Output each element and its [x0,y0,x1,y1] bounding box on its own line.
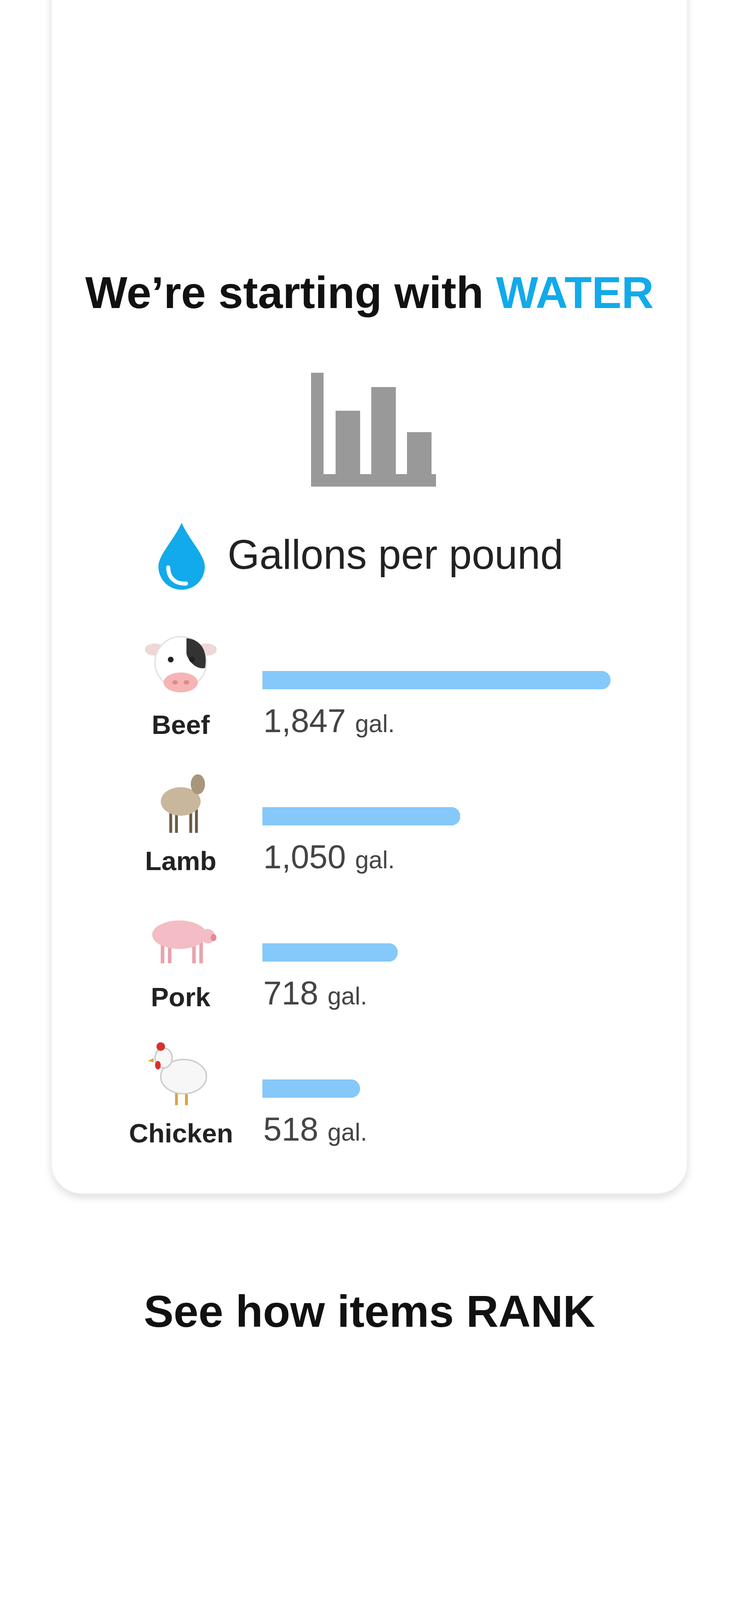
svg-text:1,050 gal.: 1,050 gal. [263,838,395,876]
svg-text:Beef: Beef [151,709,211,740]
svg-text:518 gal.: 518 gal. [263,1110,368,1148]
html-text:See how items RANK: See how items RANK [143,1285,596,1336]
html-text:Gallons per pound: Gallons per pound [227,531,564,578]
svg-text:Pork: Pork [150,981,211,1012]
svg-text:Chicken: Chicken [128,1117,233,1148]
svg-text:1,847 gal.: 1,847 gal. [263,701,395,739]
svg-text:718 gal.: 718 gal. [263,974,368,1012]
svg-text:Lamb: Lamb [145,845,217,876]
html-text:We’re starting with WATER: We’re starting with WATER [85,267,654,318]
